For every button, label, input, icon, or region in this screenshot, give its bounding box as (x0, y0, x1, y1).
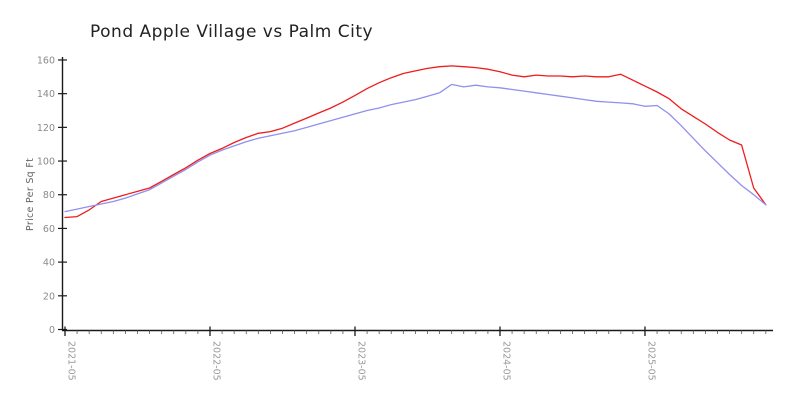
series-line-palm-city (64, 83, 767, 213)
y-tick-label: 120 (37, 123, 55, 134)
y-tick-label: 100 (37, 157, 55, 168)
y-tick-label: 40 (43, 258, 55, 269)
x-tick-label: 2022-05 (210, 341, 221, 381)
axes: 0 20 40 60 80 100 120 140 160 2021-05 2022-05 2023-… (37, 55, 773, 381)
y-axis-label: Price Per Sq Ft (25, 158, 36, 231)
y-tick-label: 60 (43, 224, 55, 235)
chart-title: Pond Apple Village vs Palm City (90, 22, 373, 42)
y-tick-label: 20 (43, 291, 55, 302)
x-tick-label: 2025-05 (645, 341, 656, 381)
y-tick-label: 140 (37, 89, 55, 100)
y-tick-label: 160 (37, 55, 55, 66)
y-tick-label: 0 (49, 325, 55, 336)
series-lines (64, 65, 767, 219)
x-tick-label: 2024-05 (500, 341, 511, 381)
x-tick-label: 2021-05 (66, 341, 77, 381)
y-tick-label: 80 (43, 190, 55, 201)
x-tick-label: 2023-05 (355, 341, 366, 381)
series-line-pond-apple-village (64, 65, 767, 219)
